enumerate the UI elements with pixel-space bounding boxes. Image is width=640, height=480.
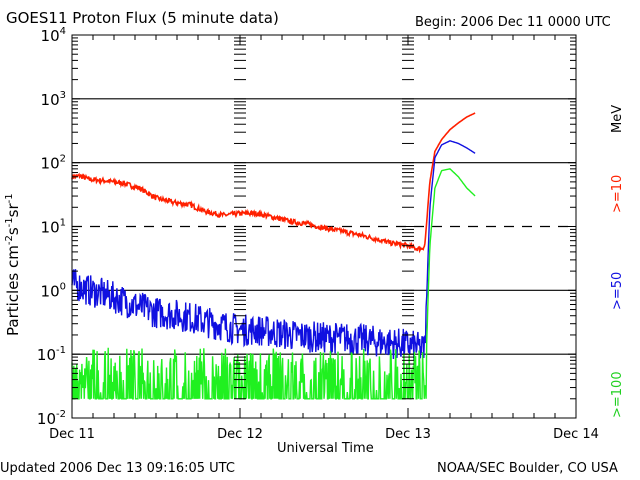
chart-title: GOES11 Proton Flux (5 minute data) xyxy=(6,9,279,27)
y-tick-label-exp: 0 xyxy=(60,281,66,292)
y-axis-label-mid1: s xyxy=(4,227,22,236)
x-tick-label: Dec 13 xyxy=(385,427,431,442)
y-tick-label: 100 xyxy=(41,281,66,300)
y-axis-label-exp2: -1 xyxy=(4,217,15,228)
series-group xyxy=(71,112,476,400)
source-credit: NOAA/SEC Boulder, CO USA xyxy=(437,461,618,476)
y-tick-label-base: 10 xyxy=(41,155,60,173)
plot-frame xyxy=(71,34,577,419)
x-tick-label: Dec 12 xyxy=(217,427,263,442)
y-tick-label-exp: -1 xyxy=(56,345,66,356)
y-tick-label: 103 xyxy=(41,90,66,109)
y-tick-label-base: 10 xyxy=(41,282,60,300)
y-tick-label-exp: -2 xyxy=(56,409,66,420)
y-tick-label: 10-2 xyxy=(37,409,66,428)
y-tick-label-base: 10 xyxy=(37,410,56,428)
y-tick-label-exp: 3 xyxy=(60,90,66,101)
y-axis-label: Particles cm-2s-1sr-1 xyxy=(4,193,22,336)
updated-timestamp: Updated 2006 Dec 13 09:16:05 UTC xyxy=(0,461,235,476)
y-tick-label-base: 10 xyxy=(41,91,60,109)
y-tick-label-base: 10 xyxy=(37,346,56,364)
y-tick-label: 104 xyxy=(41,26,66,45)
y-tick-label: 102 xyxy=(41,154,66,173)
series-line-ge10 xyxy=(71,112,476,254)
y-axis-label-base: Particles cm xyxy=(4,245,22,336)
x-tick-labels: Dec 11 Dec 12 Dec 13 Dec 14 xyxy=(49,427,599,442)
y-tick-label-exp: 2 xyxy=(60,154,66,165)
y-axis-label-mid2: sr xyxy=(4,203,22,218)
begin-time-label: Begin: 2006 Dec 11 0000 UTC xyxy=(415,15,611,30)
y-tick-label: 10-1 xyxy=(37,345,66,364)
x-tick-label: Dec 14 xyxy=(553,427,599,442)
x-axis-label: Universal Time xyxy=(277,441,374,456)
series-line-ge100 xyxy=(71,168,476,400)
y-tick-label: 101 xyxy=(41,218,66,237)
series-line-ge50 xyxy=(71,140,476,361)
legend-ge10: >=10 xyxy=(610,174,625,213)
y-axis-label-exp1: -2 xyxy=(4,235,15,246)
legend-ge50: >=50 xyxy=(610,271,625,310)
x-tick-label: Dec 11 xyxy=(49,427,95,442)
y-tick-label-base: 10 xyxy=(41,219,60,237)
unit-label-mev: MeV xyxy=(610,104,625,133)
y-tick-label-base: 10 xyxy=(41,27,60,45)
legend-ge100: >=100 xyxy=(610,371,625,418)
y-tick-label-exp: 4 xyxy=(60,26,66,37)
y-tick-label-exp: 1 xyxy=(60,218,66,229)
y-axis-label-exp3: -1 xyxy=(4,193,15,204)
